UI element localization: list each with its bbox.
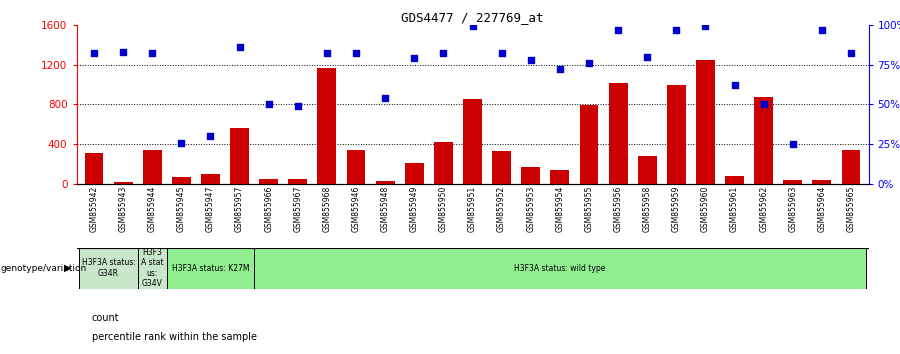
Point: [698, 23, 713, 29]
Bar: [254, 248, 866, 289]
Point: [727, 82, 742, 88]
Bar: [318, 68, 337, 184]
Bar: [375, 181, 394, 184]
Text: GSM855943: GSM855943: [119, 186, 128, 232]
Bar: [696, 60, 715, 184]
Text: GSM855966: GSM855966: [265, 186, 274, 232]
Point: [436, 51, 451, 56]
Bar: [405, 163, 424, 184]
Point: [378, 95, 392, 101]
Text: GSM855959: GSM855959: [671, 186, 680, 232]
Bar: [813, 180, 832, 184]
Bar: [492, 151, 511, 184]
Text: GSM855956: GSM855956: [614, 186, 623, 232]
Point: [581, 60, 596, 66]
Point: [116, 49, 130, 55]
Text: GSM855953: GSM855953: [526, 186, 536, 232]
Point: [262, 102, 276, 107]
Point: [553, 67, 567, 72]
Bar: [79, 248, 138, 289]
Text: GSM855947: GSM855947: [206, 186, 215, 232]
Text: GSM855944: GSM855944: [148, 186, 157, 232]
Bar: [113, 182, 132, 184]
Bar: [842, 150, 860, 184]
Text: GSM855961: GSM855961: [730, 186, 739, 232]
Text: percentile rank within the sample: percentile rank within the sample: [92, 332, 256, 342]
Bar: [725, 176, 744, 184]
Text: GSM855951: GSM855951: [468, 186, 477, 232]
Point: [291, 103, 305, 109]
Point: [669, 27, 683, 32]
Bar: [551, 170, 570, 184]
Bar: [434, 142, 453, 184]
Point: [814, 27, 829, 32]
Point: [320, 51, 334, 56]
Point: [465, 23, 480, 29]
Text: GSM855967: GSM855967: [293, 186, 302, 232]
Text: GSM855960: GSM855960: [701, 186, 710, 232]
Text: GSM855946: GSM855946: [352, 186, 361, 232]
Bar: [201, 174, 220, 184]
Point: [174, 140, 188, 145]
Bar: [172, 177, 191, 184]
Bar: [346, 150, 365, 184]
Bar: [259, 179, 278, 184]
Point: [524, 57, 538, 63]
Text: H3F3A status:
G34R: H3F3A status: G34R: [82, 258, 136, 278]
Bar: [288, 179, 307, 184]
Title: GDS4477 / 227769_at: GDS4477 / 227769_at: [401, 11, 544, 24]
Text: GSM855950: GSM855950: [439, 186, 448, 232]
Point: [611, 27, 625, 32]
Point: [86, 51, 101, 56]
Point: [786, 141, 800, 147]
Point: [494, 51, 508, 56]
Text: GSM855952: GSM855952: [497, 186, 506, 232]
Bar: [138, 248, 166, 289]
Point: [757, 102, 771, 107]
Point: [349, 51, 364, 56]
Point: [407, 55, 421, 61]
Text: GSM855963: GSM855963: [788, 186, 797, 232]
Text: GSM855948: GSM855948: [381, 186, 390, 232]
Text: GSM855949: GSM855949: [410, 186, 418, 232]
Text: GSM855962: GSM855962: [760, 186, 769, 232]
Bar: [463, 99, 482, 184]
Text: count: count: [92, 313, 120, 322]
Bar: [667, 85, 686, 184]
Text: ▶: ▶: [64, 263, 71, 273]
Text: GSM855957: GSM855957: [235, 186, 244, 232]
Text: GSM855945: GSM855945: [176, 186, 185, 232]
Text: H3F3A status: wild type: H3F3A status: wild type: [514, 264, 606, 273]
Bar: [521, 167, 540, 184]
Bar: [638, 156, 657, 184]
Bar: [608, 82, 627, 184]
Bar: [143, 150, 162, 184]
Point: [203, 133, 218, 139]
Text: GSM855955: GSM855955: [584, 186, 593, 232]
Point: [232, 44, 247, 50]
Bar: [166, 248, 254, 289]
Point: [844, 51, 859, 56]
Bar: [783, 180, 802, 184]
Point: [640, 54, 654, 59]
Bar: [230, 128, 249, 184]
Text: GSM855942: GSM855942: [89, 186, 98, 232]
Text: GSM855958: GSM855958: [643, 186, 652, 232]
Bar: [754, 97, 773, 184]
Text: H3F3
A stat
us:
G34V: H3F3 A stat us: G34V: [141, 248, 164, 288]
Text: GSM855964: GSM855964: [817, 186, 826, 232]
Point: [145, 51, 159, 56]
Text: GSM855954: GSM855954: [555, 186, 564, 232]
Text: GSM855968: GSM855968: [322, 186, 331, 232]
Text: H3F3A status: K27M: H3F3A status: K27M: [172, 264, 249, 273]
Text: GSM855965: GSM855965: [847, 186, 856, 232]
Bar: [85, 153, 104, 184]
Text: genotype/variation: genotype/variation: [1, 264, 87, 273]
Bar: [580, 105, 598, 184]
